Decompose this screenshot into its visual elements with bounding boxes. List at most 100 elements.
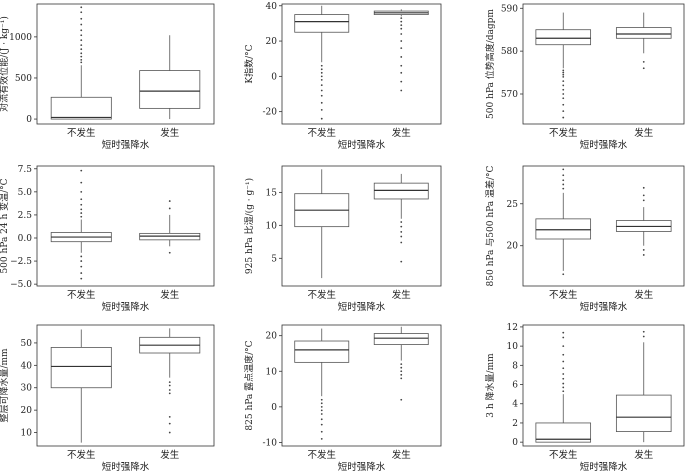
outlier-point [320, 398, 323, 401]
outlier-point [80, 272, 83, 274]
outlier-point [80, 265, 83, 268]
outlier-point [400, 40, 403, 42]
y-tick-label: 0 [512, 438, 518, 448]
outlier-point [320, 101, 323, 104]
outlier-point [80, 23, 83, 26]
panel-frame [522, 165, 685, 287]
y-tick-label: 10 [507, 342, 519, 352]
outlier-point [400, 17, 403, 20]
outlier-point [642, 335, 645, 338]
outlier-point [80, 181, 83, 184]
y-tick-label: 8 [512, 361, 518, 371]
outlier-point [320, 68, 323, 71]
category-label-yes: 发生 [634, 449, 654, 461]
panel-frame [281, 3, 442, 125]
box-occurrence [615, 12, 672, 70]
outlier-point [168, 251, 171, 254]
outlier-point [562, 187, 565, 190]
iqr-box [50, 347, 112, 389]
outlier-point [642, 186, 645, 189]
outlier-point [562, 367, 565, 370]
outlier-point [642, 249, 645, 251]
panel-frame [522, 3, 685, 125]
outlier-point [168, 415, 171, 418]
outlier-point [562, 382, 565, 385]
y-tick-label: 10 [266, 221, 278, 231]
category-label-no: 不发生 [549, 127, 578, 139]
y-tick-label: 580 [501, 47, 518, 57]
y-tick-label: 40 [21, 361, 33, 371]
category-label-yes: 发生 [392, 289, 412, 301]
outlier-point [562, 373, 565, 375]
category-label-yes: 发生 [160, 289, 180, 301]
outlier-point [562, 116, 565, 119]
box-no-occurrence [50, 6, 112, 120]
outlier-point [562, 93, 565, 95]
box-occurrence [139, 200, 201, 254]
iqr-box [139, 70, 201, 109]
panel-frame [36, 324, 215, 447]
y-tick-label: 12 [507, 323, 518, 333]
outlier-point [320, 75, 323, 78]
outlier-point [168, 200, 171, 202]
y-tick-label: 25 [507, 200, 519, 210]
y-tick-label: 5 [271, 254, 277, 264]
outlier-point [168, 384, 171, 387]
outlier-point [400, 363, 403, 366]
outlier-point [320, 89, 323, 92]
outlier-point [562, 390, 565, 393]
y-tick-label: 20 [507, 242, 519, 252]
outlier-point [320, 117, 323, 120]
y-tick-label: 590 [501, 4, 518, 14]
outlier-point [562, 336, 565, 339]
outlier-point [80, 61, 83, 64]
outlier-point [562, 69, 565, 72]
x-axis-label: 短时强降水 [580, 301, 628, 313]
box-occurrence [139, 328, 201, 434]
y-tick-label: -10 [263, 438, 278, 448]
iqr-box [535, 422, 592, 443]
outlier-point [400, 370, 403, 373]
outlier-point [400, 71, 403, 74]
outlier-point [168, 422, 171, 425]
box-no-occurrence [294, 169, 350, 279]
outlier-point [400, 47, 403, 50]
box-no-occurrence [50, 329, 112, 443]
box-occurrence [615, 330, 672, 443]
y-tick-label: 40 [266, 2, 278, 12]
outlier-point [400, 231, 403, 233]
outlier-point [80, 34, 83, 37]
outlier-point [400, 260, 403, 263]
box-occurrence [373, 326, 429, 401]
outlier-point [80, 190, 83, 193]
x-axis-label: 短时强降水 [580, 461, 628, 472]
y-tick-label: 10 [266, 367, 278, 377]
panel-frame [281, 165, 442, 287]
outlier-point [400, 235, 403, 238]
outlier-point [80, 212, 83, 214]
outlier-point [80, 52, 83, 55]
outlier-point [400, 56, 403, 58]
outlier-point [80, 255, 83, 258]
y-axis-label: K指数/°C [243, 44, 255, 83]
outlier-point [642, 330, 645, 333]
outlier-point [320, 84, 323, 87]
y-axis-label: 825 hPa 露点温度/°C [243, 340, 255, 430]
outlier-point [642, 199, 645, 202]
outlier-point [320, 423, 323, 426]
outlier-point [562, 168, 565, 171]
outlier-point [400, 33, 403, 35]
box-no-occurrence [294, 328, 350, 440]
outlier-point [642, 67, 645, 70]
y-tick-label: 4 [512, 400, 518, 410]
outlier-point [642, 60, 645, 63]
box-no-occurrence [535, 12, 592, 119]
outlier-point [320, 437, 323, 440]
